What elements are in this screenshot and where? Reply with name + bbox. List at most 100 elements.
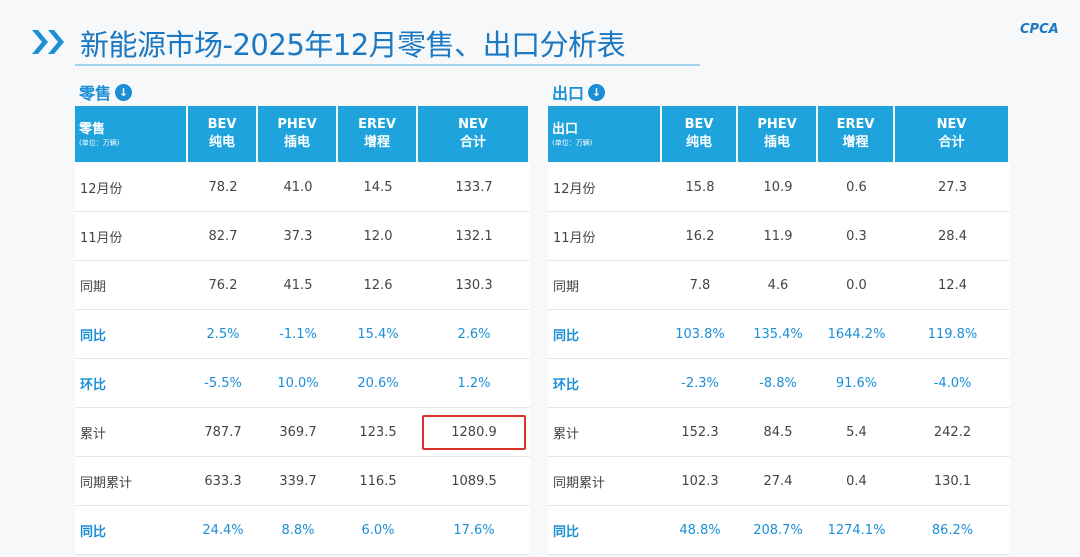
column-header: PHEV 插电: [258, 106, 338, 162]
table-cell: 10.0%: [258, 359, 338, 408]
column-title: NEV: [936, 117, 967, 132]
table-cell: 787.7: [188, 408, 258, 457]
table-cell: 130.1: [895, 457, 1010, 506]
table-cell: 152.3: [662, 408, 738, 457]
table-cell: 41.0: [258, 163, 338, 212]
column-title: 出口: [552, 121, 579, 137]
table-cell: 4.6: [738, 261, 818, 310]
column-title: BEV: [684, 117, 714, 132]
table-cell: 102.3: [662, 457, 738, 506]
column-title: EREV: [358, 117, 396, 132]
column-header: 零售 (单位：万辆): [75, 106, 188, 162]
row-label: 同比: [75, 506, 188, 555]
column-title: NEV: [458, 117, 488, 132]
column-header: 出口 (单位：万辆): [548, 106, 662, 162]
section-arrow: ↓: [588, 83, 606, 101]
table-cell: 633.3: [188, 457, 258, 506]
section-arrow: ↓: [115, 83, 133, 101]
table-cell: 24.4%: [188, 506, 258, 555]
table-cell: 119.8%: [895, 310, 1010, 359]
table-cell: 48.8%: [662, 506, 738, 555]
table-cell: 11.9: [738, 212, 818, 261]
table-cell: 339.7: [258, 457, 338, 506]
table-cell: 2.6%: [418, 310, 530, 359]
column-header: BEV 纯电: [188, 106, 258, 162]
table-cell: 0.3: [818, 212, 895, 261]
table-cell: 2.5%: [188, 310, 258, 359]
table-cell: 12.4: [895, 261, 1010, 310]
table-cell: 86.2%: [895, 506, 1010, 555]
row-label: 累计: [548, 408, 662, 457]
table-cell: 78.2: [188, 163, 258, 212]
column-title: PHEV: [277, 117, 317, 132]
table-cell: -5.5%: [188, 359, 258, 408]
table-cell: 10.9: [738, 163, 818, 212]
column-subtitle: 增程: [842, 135, 869, 150]
table-cell: 103.8%: [662, 310, 738, 359]
title-underline: [75, 64, 700, 66]
column-subtitle: 纯电: [208, 135, 235, 150]
row-label: 同比: [75, 310, 188, 359]
table-cell: 1089.5: [418, 457, 530, 506]
row-label: 同比: [548, 310, 662, 359]
row-label: 11月份: [548, 212, 662, 261]
table-cell: -4.0%: [895, 359, 1010, 408]
row-label: 同比: [548, 506, 662, 555]
column-subtitle: 增程: [363, 135, 390, 150]
row-label: 累计: [75, 408, 188, 457]
table-cell: 84.5: [738, 408, 818, 457]
table-cell: 17.6%: [418, 506, 530, 555]
column-title: EREV: [836, 117, 875, 132]
table-cell: 16.2: [662, 212, 738, 261]
row-label: 同期: [548, 261, 662, 310]
column-header: PHEV 插电: [738, 106, 818, 162]
table-cell: 20.6%: [338, 359, 418, 408]
column-subtitle: 插电: [283, 135, 310, 150]
table-cell: 82.7: [188, 212, 258, 261]
table-cell: 242.2: [895, 408, 1010, 457]
table-cell: 1.2%: [418, 359, 530, 408]
table-cell: 76.2: [188, 261, 258, 310]
column-subtitle: 合计: [938, 135, 965, 150]
page-title: 新能源市场-2025年12月零售、出口分析表: [80, 28, 626, 62]
table-cell: 14.5: [338, 163, 418, 212]
table-cell: 15.8: [662, 163, 738, 212]
table-cell: 130.3: [418, 261, 530, 310]
row-label: 12月份: [548, 163, 662, 212]
row-label: 环比: [75, 359, 188, 408]
table-cell: 91.6%: [818, 359, 895, 408]
section-label: 零售 ↓: [79, 80, 133, 104]
table-cell: 0.4: [818, 457, 895, 506]
row-label: 同期: [75, 261, 188, 310]
table-cell: -8.8%: [738, 359, 818, 408]
table-cell: 369.7: [258, 408, 338, 457]
row-label: 11月份: [75, 212, 188, 261]
table-cell: 41.5: [258, 261, 338, 310]
table-cell: 8.8%: [258, 506, 338, 555]
column-subtitle: 合计: [459, 135, 486, 150]
table-cell: 6.0%: [338, 506, 418, 555]
row-label: 12月份: [75, 163, 188, 212]
highlight-box: [422, 415, 526, 450]
table-cell: 7.8: [662, 261, 738, 310]
chevron-icon: [32, 30, 64, 54]
table-cell: 116.5: [338, 457, 418, 506]
table-cell: 208.7%: [738, 506, 818, 555]
table-cell: 123.5: [338, 408, 418, 457]
column-header: NEV 合计: [895, 106, 1010, 162]
table-cell: -1.1%: [258, 310, 338, 359]
section-title: 零售: [79, 84, 112, 103]
table-cell: 132.1: [418, 212, 530, 261]
table-cell: -2.3%: [662, 359, 738, 408]
column-header: EREV 增程: [818, 106, 895, 162]
table-cell: 1274.1%: [818, 506, 895, 555]
logo: CPCA: [1020, 22, 1059, 37]
table-cell: 27.4: [738, 457, 818, 506]
table-cell: 28.4: [895, 212, 1010, 261]
table-cell: 135.4%: [738, 310, 818, 359]
section-label: 出口 ↓: [552, 80, 606, 104]
column-title: BEV: [207, 117, 237, 132]
column-subtitle: 纯电: [685, 135, 712, 150]
column-subtitle: (单位：万辆): [79, 138, 120, 147]
